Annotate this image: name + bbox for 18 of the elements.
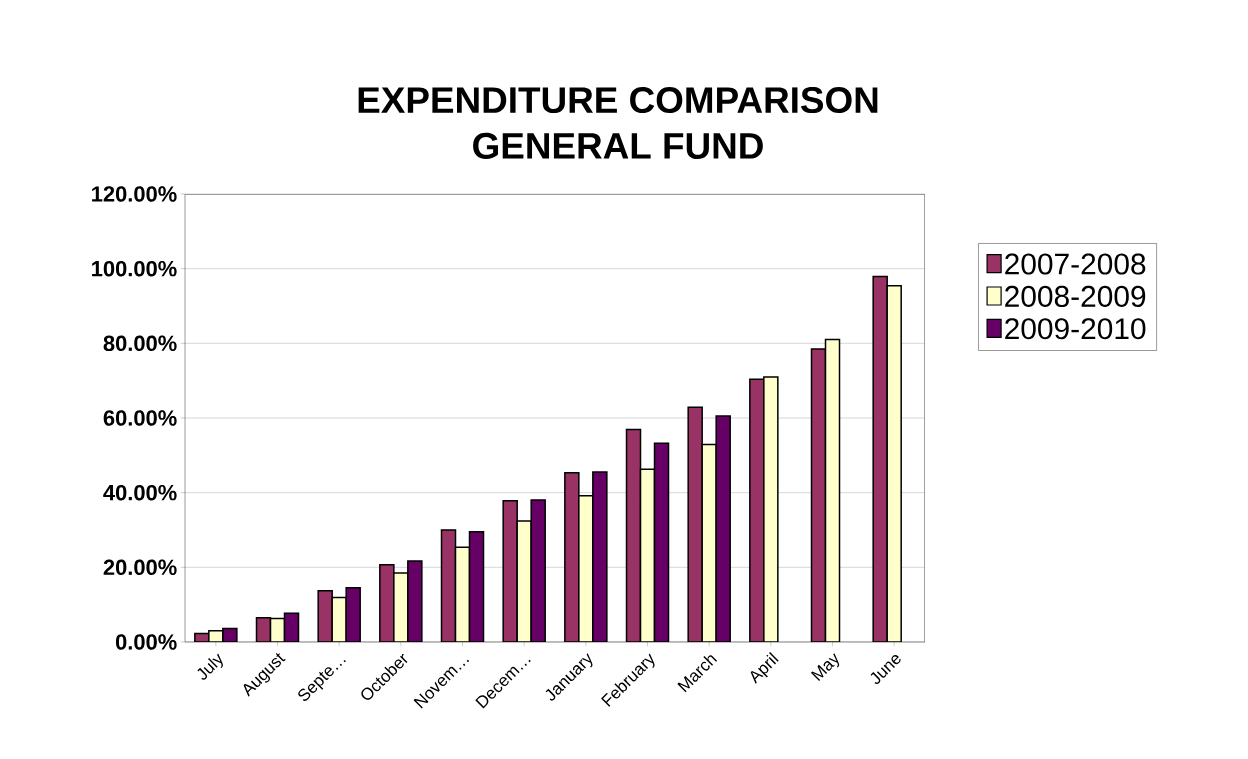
- y-tick-label: 40.00%: [103, 484, 177, 501]
- x-tick-label: May: [810, 653, 840, 682]
- y-tick-label: 80.00%: [103, 335, 177, 352]
- legend-label: 2007-2008: [1005, 253, 1146, 275]
- legend-label: 2008-2009: [1005, 285, 1146, 307]
- legend-label: 2009-2010: [1005, 318, 1146, 340]
- bar: [440, 529, 457, 642]
- chart-title: EXPENDITURE COMPARISON GENERAL FUND: [358, 87, 878, 159]
- x-tick-label: July: [197, 653, 223, 680]
- y-tick-label: 60.00%: [103, 410, 177, 426]
- bar: [625, 428, 642, 642]
- bar: [810, 348, 827, 642]
- y-tick-label: 0.00%: [115, 634, 177, 650]
- y-tick-label: 20.00%: [103, 559, 177, 576]
- y-tick-label: 100.00%: [92, 260, 177, 277]
- y-tick-label: 120.00%: [92, 186, 177, 202]
- bar: [468, 531, 485, 642]
- bar: [653, 442, 670, 642]
